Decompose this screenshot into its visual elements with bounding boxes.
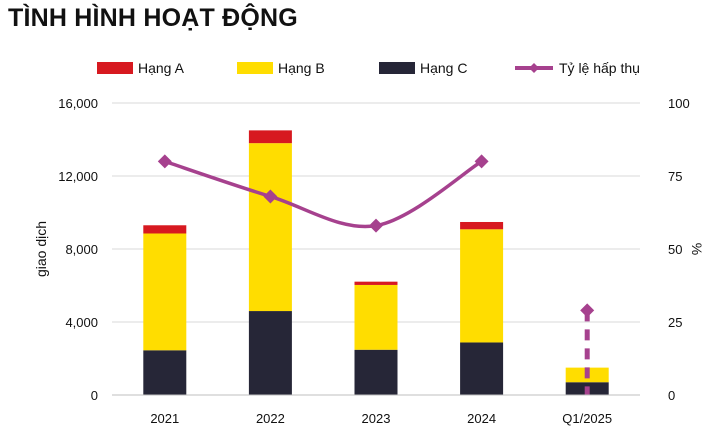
right-axis-tick-label: 75 [668,169,682,184]
legend-label: Tỷ lệ hấp thụ [559,60,640,76]
x-axis-tick-label: 2022 [256,411,285,426]
line-point-2023 [369,218,383,233]
right-axis-tick-label: 50 [668,242,682,257]
legend-swatch-marker [529,63,539,73]
line-layer [157,154,595,395]
legend-label: Hạng A [138,60,185,76]
x-axis-tick-label: 2023 [362,411,391,426]
line-point-2022 [263,189,278,204]
chart-title: TÌNH HÌNH HOẠT ĐỘNG [8,4,298,32]
bars-layer [143,130,609,395]
grid-layer [112,102,640,323]
axes-layer: 0 4,000 8,000 12,000 16,000 0 25 50 75 100 2021 202… [33,96,705,426]
bar-segment-hạng-b-2022 [248,143,292,312]
line-series-ty-le-hap-thu [163,159,484,229]
bar-segment-hạng-a-2023 [354,281,398,285]
legend-swatch [97,62,133,74]
right-axis-tick-label: 25 [668,315,682,330]
bar-segment-hạng-c-2023 [354,349,398,395]
left-axis-tick-label: 8,000 [65,242,98,257]
left-axis-tick-label: 4,000 [65,315,98,330]
legend-item-hạng-a: Hạng A [97,60,185,76]
legend-swatch [237,62,273,74]
x-axis-tick-label: 2024 [467,411,496,426]
bar-segment-hạng-a-2021 [143,225,187,234]
bar-segment-hạng-b-2023 [354,284,398,350]
legend-label: Hạng B [278,60,325,76]
left-axis-tick-label: 0 [91,388,98,403]
left-axis-title: giao dịch [33,221,49,277]
line-point-2024 [474,154,489,169]
bar-segment-hạng-a-2024 [460,221,504,230]
bar-segment-hạng-b-2024 [460,229,504,343]
legend-layer: Hạng A Hạng B Hạng C Tỷ lệ hấp thụ [97,60,640,76]
left-axis-tick-label: 16,000 [58,96,98,111]
x-axis-tick-label: 2021 [150,411,179,426]
x-axis-tick-label: Q1/2025 [562,411,612,426]
legend-item-tỷ-lệ-hấp-thụ: Tỷ lệ hấp thụ [515,60,640,76]
legend-item-hạng-c: Hạng C [379,60,467,76]
bar-segment-hạng-b-2021 [143,233,187,351]
line-point-q1-2025 [580,303,595,318]
legend-swatch [379,62,415,74]
left-axis-tick-label: 12,000 [58,169,98,184]
bar-segment-hạng-c-2021 [143,350,187,395]
legend-label: Hạng C [420,60,467,76]
line-point-2021 [157,154,172,169]
bar-segment-hạng-a-2022 [248,130,292,144]
right-axis-tick-label: 100 [668,96,690,111]
right-axis-tick-label: 0 [668,388,675,403]
right-axis-title: % [689,243,705,255]
bar-segment-hạng-c-2024 [460,342,504,395]
legend-item-hạng-b: Hạng B [237,60,325,76]
bar-segment-hạng-c-2022 [248,311,292,395]
